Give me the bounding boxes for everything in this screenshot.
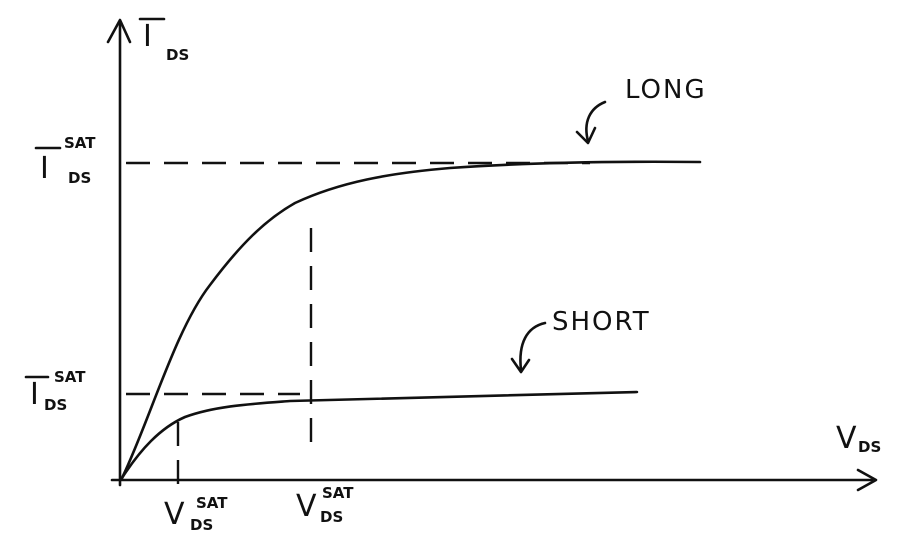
- y-axis-label-sub: DS: [166, 46, 189, 64]
- short-curve-label: SHORT: [552, 307, 651, 337]
- long-curve-label: LONG: [625, 75, 707, 105]
- ids-sat-long-sub: DS: [68, 169, 91, 187]
- vds-sat-short-sub: DS: [190, 516, 213, 534]
- long-pointer-arrow: [585, 100, 607, 143]
- ids-sat-long-label: I: [40, 151, 49, 186]
- x-axis-arrowhead: [856, 468, 878, 492]
- x-axis-label-sub: DS: [858, 438, 881, 456]
- short-channel-curve: [120, 390, 639, 480]
- vds-sat-short-sup: SAT: [196, 494, 228, 512]
- ids-sat-long-sup: SAT: [64, 134, 96, 152]
- vds-sat-long-label: V: [296, 489, 317, 524]
- ids-sat-short-sup: SAT: [54, 368, 86, 386]
- short-pointer-arrowhead: [510, 357, 531, 374]
- long-pointer-arrowhead: [575, 126, 597, 145]
- vds-sat-short-label: V: [164, 497, 185, 532]
- vds-sat-long-sub: DS: [320, 508, 343, 526]
- long-channel-curve: [120, 160, 702, 480]
- ids-sat-short-sub: DS: [44, 396, 67, 414]
- ids-sat-short-label: I: [30, 377, 39, 412]
- y-axis-label: I: [143, 19, 152, 54]
- short-pointer-arrow: [519, 321, 547, 372]
- vds-sat-long-sup: SAT: [322, 484, 354, 502]
- x-axis-label: V: [836, 421, 857, 456]
- y-axis-arrowhead: [106, 18, 132, 44]
